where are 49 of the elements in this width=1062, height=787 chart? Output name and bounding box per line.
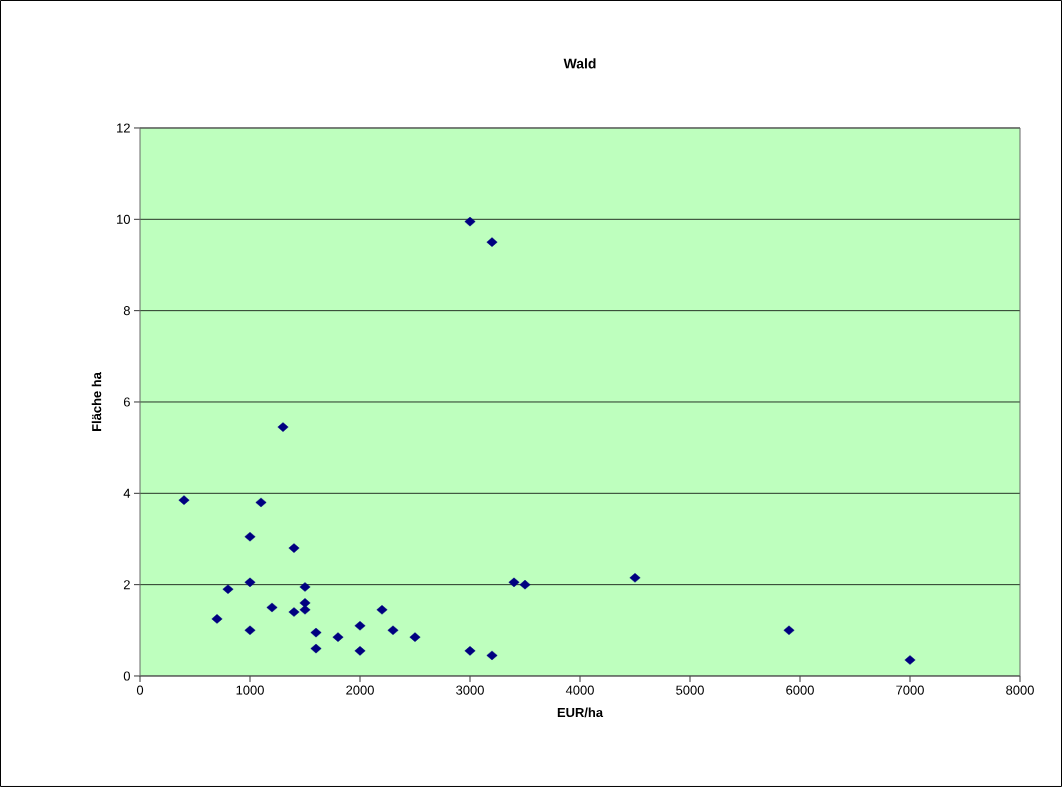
y-tick-label: 12: [117, 123, 130, 133]
point: [354, 646, 366, 656]
point: [222, 584, 234, 594]
point: [244, 625, 256, 636]
point: [277, 422, 289, 432]
y-tick-label: 0: [123, 671, 130, 681]
x-tick-label: 3000: [456, 685, 484, 695]
point: [486, 237, 498, 247]
point: [288, 607, 300, 617]
point: [266, 602, 278, 613]
point: [464, 216, 476, 227]
point: [178, 495, 190, 505]
x-axis-title: EUR/ha: [557, 707, 604, 718]
point: [508, 577, 520, 588]
x-tick-label: 0: [136, 685, 144, 695]
chart-title: Wald: [563, 58, 596, 69]
y-tick-label: 8: [123, 306, 130, 316]
x-tick-label: 2000: [346, 685, 374, 695]
x-tick-label: 7000: [896, 685, 924, 695]
y-tick-label: 4: [123, 488, 131, 498]
point: [376, 605, 388, 615]
point: [519, 579, 531, 590]
point: [409, 632, 421, 642]
point: [244, 577, 256, 588]
x-tick-label: 4000: [565, 685, 594, 695]
x-tick-label: 8000: [1006, 685, 1034, 695]
point: [387, 625, 399, 636]
point: [310, 643, 322, 654]
y-axis-title: Fläche ha: [91, 372, 102, 431]
point: [332, 632, 344, 642]
point: [299, 605, 311, 615]
point: [288, 543, 300, 553]
point: [354, 621, 366, 631]
y-tick-label: 6: [123, 397, 130, 407]
y-tick-label: 2: [123, 580, 130, 590]
x-tick-label: 1000: [236, 685, 264, 695]
x-tick-label: 5000: [676, 685, 704, 695]
point: [310, 627, 322, 638]
point: [211, 614, 223, 624]
y-tick-label: 10: [117, 214, 130, 224]
point: [629, 573, 641, 583]
point: [299, 582, 311, 592]
point: [464, 646, 476, 656]
point: [783, 625, 795, 636]
point: [904, 655, 916, 665]
x-tick-label: 6000: [786, 685, 814, 695]
point: [244, 531, 256, 542]
point: [255, 497, 267, 508]
point: [486, 650, 498, 661]
